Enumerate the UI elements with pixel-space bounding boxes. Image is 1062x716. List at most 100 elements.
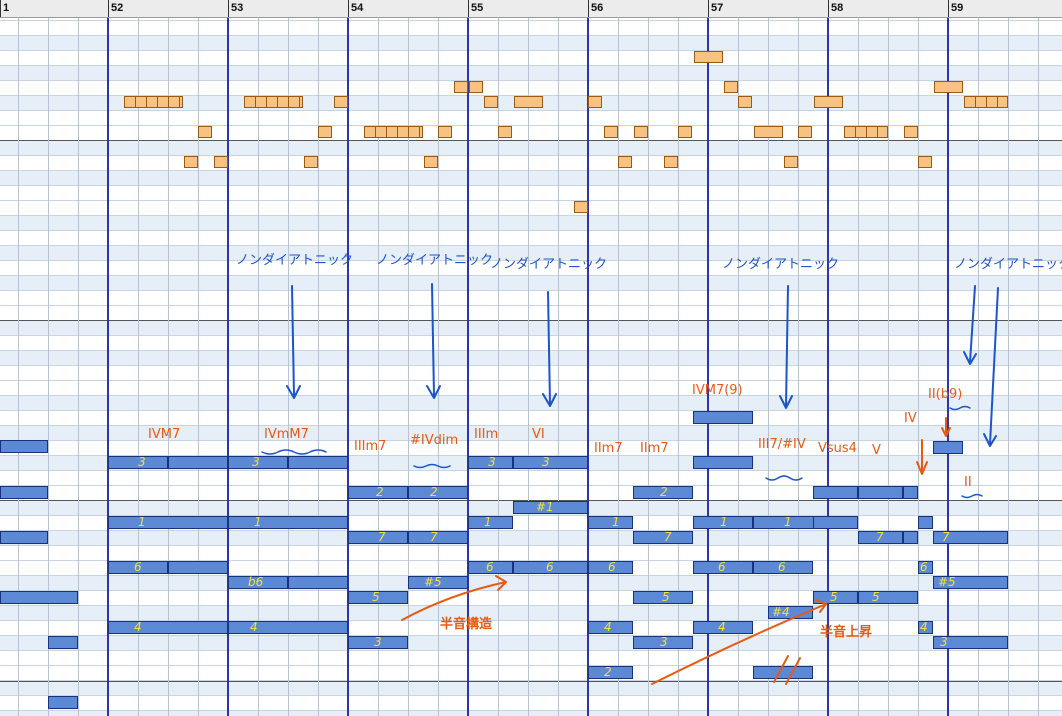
chord-note[interactable] — [933, 576, 1008, 589]
chord-note[interactable] — [468, 456, 513, 469]
melody-note[interactable] — [498, 126, 512, 138]
chord-note[interactable] — [813, 516, 858, 529]
chord-note[interactable] — [858, 531, 903, 544]
chord-note[interactable] — [108, 561, 168, 574]
measure-number[interactable]: 58 — [831, 2, 844, 14]
chord-note[interactable] — [48, 696, 78, 709]
chord-note[interactable] — [108, 516, 228, 529]
measure-number[interactable]: 52 — [111, 2, 124, 14]
chord-note[interactable] — [633, 531, 693, 544]
melody-note[interactable] — [214, 156, 228, 168]
chord-note[interactable] — [858, 486, 903, 499]
melody-note[interactable] — [318, 126, 332, 138]
melody-note[interactable] — [604, 126, 618, 138]
melody-note[interactable] — [364, 126, 423, 138]
chord-note[interactable] — [693, 516, 753, 529]
chord-note[interactable] — [693, 456, 753, 469]
melody-note[interactable] — [678, 126, 692, 138]
chord-note[interactable] — [918, 561, 933, 574]
chord-note[interactable] — [228, 576, 288, 589]
chord-note[interactable] — [513, 501, 588, 514]
chord-note[interactable] — [408, 486, 468, 499]
melody-note[interactable] — [918, 156, 932, 168]
chord-note[interactable] — [903, 486, 918, 499]
chord-note[interactable] — [288, 456, 348, 469]
measure-number[interactable]: 56 — [591, 2, 604, 14]
melody-note[interactable] — [334, 96, 348, 108]
chord-note[interactable] — [693, 561, 753, 574]
melody-note[interactable] — [784, 156, 798, 168]
chord-note[interactable] — [0, 591, 78, 604]
chord-note[interactable] — [933, 441, 963, 454]
melody-note[interactable] — [618, 156, 632, 168]
measure-number[interactable]: 59 — [951, 2, 964, 14]
chord-note[interactable] — [288, 576, 348, 589]
melody-note[interactable] — [198, 126, 212, 138]
melody-note[interactable] — [469, 81, 483, 93]
melody-note[interactable] — [124, 96, 183, 108]
chord-note[interactable] — [858, 591, 918, 604]
chord-note[interactable] — [468, 516, 513, 529]
melody-note[interactable] — [184, 156, 198, 168]
measure-number[interactable]: 57 — [711, 2, 724, 14]
chord-note[interactable] — [228, 456, 288, 469]
chord-note[interactable] — [513, 456, 588, 469]
chord-note[interactable] — [408, 531, 468, 544]
chord-note[interactable] — [588, 621, 633, 634]
melody-note[interactable] — [754, 126, 783, 138]
chord-note[interactable] — [0, 531, 48, 544]
melody-note[interactable] — [664, 156, 678, 168]
chord-note[interactable] — [108, 621, 228, 634]
chord-note[interactable] — [903, 531, 918, 544]
melody-note[interactable] — [634, 126, 648, 138]
chord-note[interactable] — [0, 486, 48, 499]
melody-note[interactable] — [244, 96, 303, 108]
chord-note[interactable] — [918, 621, 933, 634]
melody-note[interactable] — [798, 126, 812, 138]
chord-note[interactable] — [693, 411, 753, 424]
melody-note[interactable] — [964, 96, 1008, 108]
melody-note[interactable] — [588, 96, 602, 108]
measure-number[interactable]: 53 — [231, 2, 244, 14]
chord-note[interactable] — [933, 636, 1008, 649]
chord-note[interactable] — [228, 516, 348, 529]
melody-note[interactable] — [424, 156, 438, 168]
melody-note[interactable] — [454, 81, 468, 93]
melody-note[interactable] — [304, 156, 318, 168]
chord-note[interactable] — [513, 561, 588, 574]
chord-note[interactable] — [633, 486, 693, 499]
melody-note[interactable] — [438, 126, 452, 138]
measure-number[interactable]: 1 — [3, 2, 10, 14]
chord-note[interactable] — [168, 561, 228, 574]
chord-note[interactable] — [108, 456, 168, 469]
chord-note[interactable] — [48, 636, 78, 649]
chord-note[interactable] — [468, 561, 513, 574]
melody-note[interactable] — [844, 126, 888, 138]
chord-note[interactable] — [813, 486, 858, 499]
chord-note[interactable] — [918, 516, 933, 529]
melody-note[interactable] — [738, 96, 752, 108]
melody-note[interactable] — [484, 96, 498, 108]
melody-note[interactable] — [934, 81, 963, 93]
chord-note[interactable] — [588, 516, 633, 529]
chord-note[interactable] — [168, 456, 228, 469]
chord-note[interactable] — [753, 666, 813, 679]
measure-number[interactable]: 54 — [351, 2, 364, 14]
melody-note[interactable] — [904, 126, 918, 138]
measure-number[interactable]: 55 — [471, 2, 484, 14]
chord-note[interactable] — [588, 666, 633, 679]
chord-note[interactable] — [348, 531, 408, 544]
chord-note[interactable] — [0, 440, 48, 453]
melody-note[interactable] — [514, 96, 543, 108]
chord-note[interactable] — [753, 561, 813, 574]
melody-note[interactable] — [724, 81, 738, 93]
melody-note[interactable] — [694, 51, 723, 63]
chord-note[interactable] — [228, 621, 348, 634]
melody-note[interactable] — [814, 96, 843, 108]
measure-ruler[interactable]: 1 52 53 54 55 56 57 58 59 — [0, 0, 1062, 18]
chord-note[interactable] — [588, 561, 633, 574]
chord-note[interactable] — [348, 486, 408, 499]
chord-note[interactable] — [933, 531, 1008, 544]
chord-note[interactable] — [348, 636, 408, 649]
